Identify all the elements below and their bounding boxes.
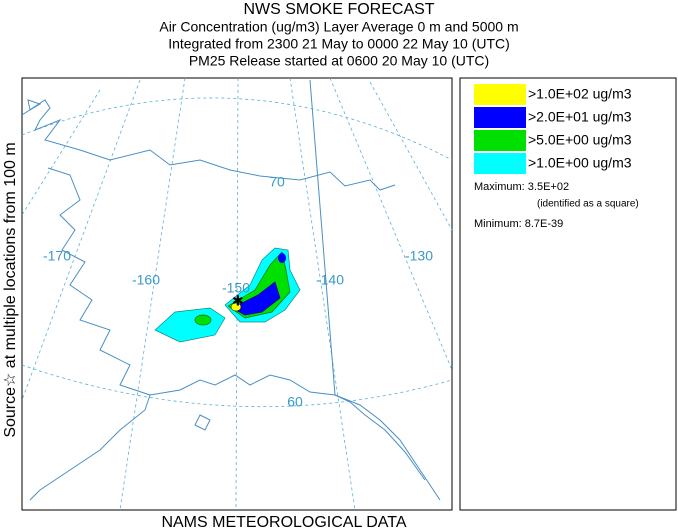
graticule-line <box>21 79 141 401</box>
border <box>334 394 426 481</box>
plume: ✱ <box>154 247 301 343</box>
graticule <box>21 77 453 511</box>
graticule-label: -140 <box>316 272 344 288</box>
subtitle: PM25 Release started at 0600 20 May 10 (… <box>189 53 489 69</box>
maximum-note: (identified as a square) <box>537 199 639 210</box>
graticule-label: -130 <box>405 248 433 264</box>
border <box>309 79 336 396</box>
graticule-label: -160 <box>132 272 160 288</box>
source-marker: ✱ <box>232 293 244 309</box>
plume-area <box>278 253 286 263</box>
minimum: Minimum: 8.7E-39 <box>474 218 563 230</box>
coast-line <box>21 99 396 191</box>
graticule-line <box>119 77 186 511</box>
title: NWS SMOKE FORECAST <box>243 1 434 18</box>
legend-label: >2.0E+01 ug/m3 <box>528 109 632 125</box>
graticule-line <box>329 77 453 371</box>
plume-area <box>194 314 212 326</box>
island <box>194 414 211 431</box>
legend-swatch <box>474 107 526 128</box>
subtitle: Integrated from 2300 21 May to 0000 22 M… <box>168 36 510 52</box>
legend-swatch <box>474 130 526 151</box>
plume-area <box>230 302 242 312</box>
legend-label: >5.0E+00 ug/m3 <box>528 132 632 148</box>
graticule-label: 70 <box>269 174 285 190</box>
legend: Maximum: 3.5E+02 (identified as a square… <box>459 77 677 511</box>
legend-swatch <box>474 153 526 174</box>
map: ✱ 70 -170 -160 -150 -140 -130 60 <box>21 77 453 511</box>
graticule-line <box>21 97 453 161</box>
graticule-line <box>21 364 453 408</box>
graticule-line <box>289 77 356 511</box>
legend-frame <box>459 77 677 511</box>
footer: NAMS METEOROLOGICAL DATA <box>161 514 406 531</box>
graticule-label: -170 <box>43 248 71 264</box>
coast-line <box>29 167 151 501</box>
side-label: Source☆ at multiple locations from 100 m <box>2 142 19 437</box>
legend-label: >1.0E+02 ug/m3 <box>528 86 632 102</box>
coast-line <box>149 374 441 501</box>
legend-label: >1.0E+00 ug/m3 <box>528 155 632 171</box>
plume-area <box>231 281 281 316</box>
maximum: Maximum: 3.5E+02 <box>474 181 569 193</box>
graticule-line <box>369 81 453 231</box>
subtitle: Air Concentration (ug/m3) Layer Average … <box>159 19 518 35</box>
graticule-label: -150 <box>222 280 250 296</box>
graticule-line <box>21 89 101 216</box>
graticule-label: 60 <box>287 394 303 410</box>
island <box>27 99 42 111</box>
coastline <box>21 79 441 501</box>
graticule-line <box>235 77 239 511</box>
legend-swatch <box>474 84 526 105</box>
